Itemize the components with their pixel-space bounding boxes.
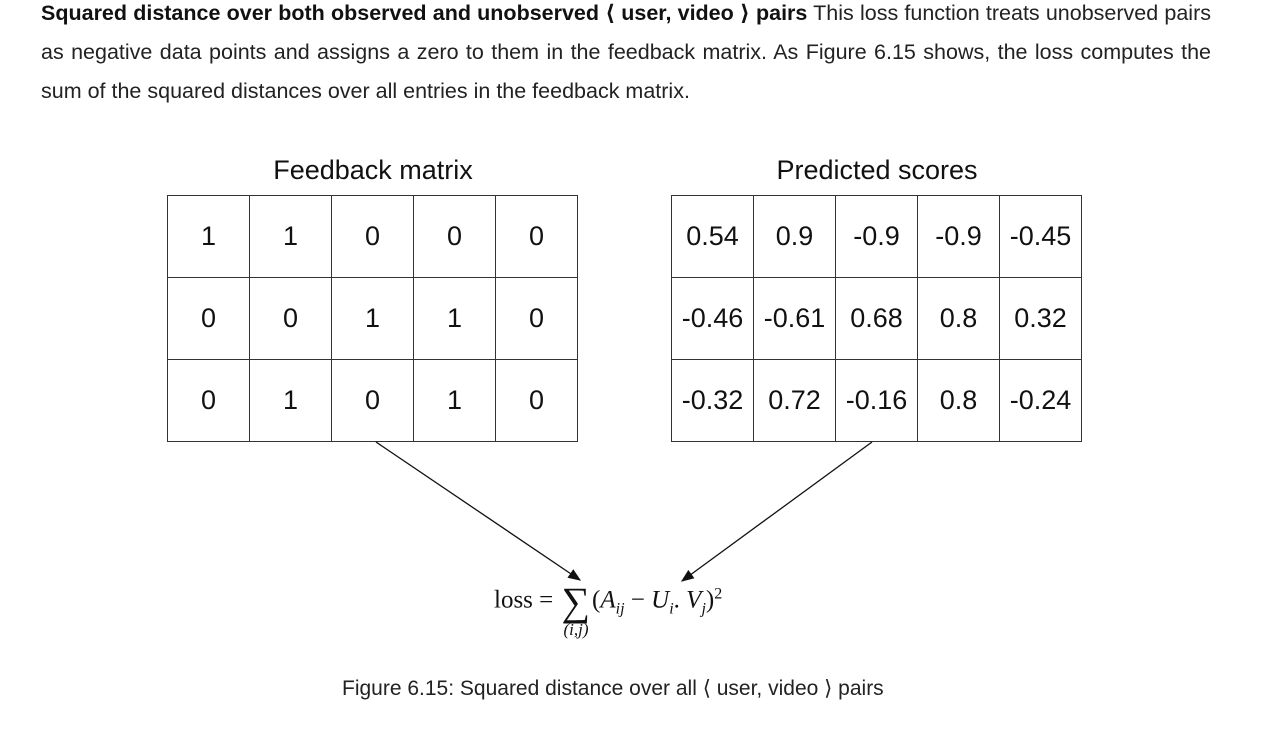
arrows (375, 441, 873, 582)
feedback-cell: 0 (167, 359, 250, 442)
predicted-cell: -0.45 (999, 195, 1082, 278)
predicted-scores-matrix: 0.54 0.9 -0.9 -0.9 -0.45 -0.46 -0.61 0.68 0.8 0.3… (671, 195, 1082, 442)
predicted-cell: -0.9 (917, 195, 1000, 278)
predicted-cell: 0.8 (917, 359, 1000, 442)
arrow-predicted-to-loss (680, 441, 873, 582)
feedback-cell: 0 (167, 277, 250, 360)
predicted-cell: -0.16 (835, 359, 918, 442)
sum-index: (i,j) (563, 620, 589, 639)
feedback-matrix-title: Feedback matrix (273, 155, 473, 185)
feedback-cell: 0 (413, 195, 496, 278)
predicted-cell: -0.61 (753, 277, 836, 360)
sum-symbol: ∑ (i,j) (561, 579, 591, 640)
predicted-cell: -0.24 (999, 359, 1082, 442)
predicted-cell: 0.32 (999, 277, 1082, 360)
predicted-row: 0.54 0.9 -0.9 -0.9 -0.45 (671, 195, 1082, 278)
paragraph-bold-lead: Squared distance over both observed and … (41, 1, 808, 25)
predicted-cell: 0.8 (917, 277, 1000, 360)
body-paragraph: Squared distance over both observed and … (41, 0, 1211, 111)
predicted-cell: 0.54 (671, 195, 754, 278)
feedback-cell: 1 (167, 195, 250, 278)
feedback-cell: 0 (495, 359, 578, 442)
predicted-scores-title: Predicted scores (776, 155, 978, 185)
predicted-row: -0.46 -0.61 0.68 0.8 0.32 (671, 277, 1082, 360)
feedback-cell: 1 (249, 359, 332, 442)
predicted-cell: -0.32 (671, 359, 754, 442)
feedback-cell: 1 (331, 277, 414, 360)
feedback-cell: 0 (495, 277, 578, 360)
paragraph-text: This loss function treats unobserved pai… (41, 1, 1211, 103)
feedback-cell: 0 (495, 195, 578, 278)
arrow-feedback-to-loss (375, 441, 582, 581)
predicted-cell: 0.68 (835, 277, 918, 360)
predicted-cell: -0.9 (835, 195, 918, 278)
feedback-cell: 0 (249, 277, 332, 360)
predicted-cell: 0.72 (753, 359, 836, 442)
feedback-cell: 0 (331, 195, 414, 278)
predicted-cell: 0.9 (753, 195, 836, 278)
figure-caption: Figure 6.15: Squared distance over all ⟨… (342, 677, 884, 700)
loss-formula: loss = ∑ (i,j) (Aij − Ui. Vj)2 (494, 579, 723, 640)
feedback-cell: 1 (413, 359, 496, 442)
predicted-row: -0.32 0.72 -0.16 0.8 -0.24 (671, 359, 1082, 442)
feedback-cell: 1 (413, 277, 496, 360)
